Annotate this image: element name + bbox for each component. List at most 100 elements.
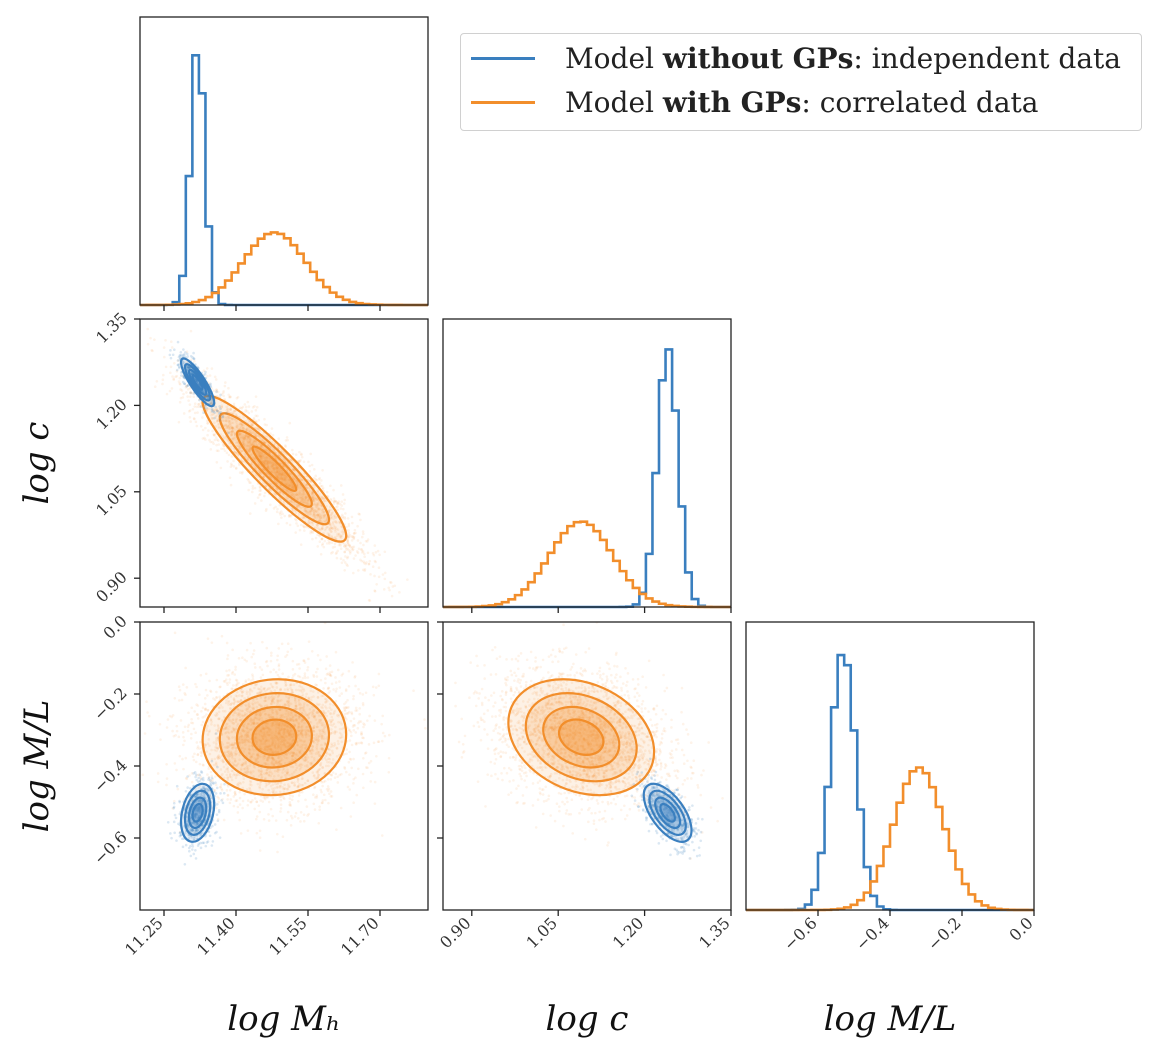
scatter-point (300, 496, 304, 500)
scatter-point (311, 507, 314, 510)
scatter-point (292, 477, 295, 481)
scatter-point (334, 552, 338, 555)
scatter-point (288, 523, 292, 527)
scatter-point (225, 425, 229, 429)
scatter-point (188, 409, 192, 412)
scatter-point (266, 459, 269, 463)
scatter-point (289, 514, 293, 518)
scatter-point (309, 479, 312, 483)
scatter-point (241, 470, 244, 474)
scatter-point (181, 380, 185, 384)
scatter-point (294, 517, 297, 521)
scatter-point (212, 408, 216, 412)
scatter-point (175, 724, 179, 728)
scatter-point (316, 533, 319, 537)
scatter-point (222, 389, 225, 393)
scatter-point (226, 415, 229, 419)
scatter-point (276, 474, 280, 477)
scatter-point (186, 395, 189, 398)
scatter-point (336, 775, 339, 779)
scatter-point (348, 552, 352, 555)
scatter-point (272, 463, 276, 467)
scatter-point (189, 390, 192, 394)
scatter-point (247, 441, 251, 444)
scatter-point (262, 468, 266, 472)
scatter-point (253, 433, 256, 437)
scatter-point (262, 481, 265, 485)
scatter-point (285, 818, 289, 822)
scatter-point (178, 382, 181, 385)
scatter-point (314, 497, 318, 501)
scatter-point (292, 468, 295, 471)
scatter-point (289, 824, 293, 827)
scatter-point (176, 359, 180, 362)
scatter-point (262, 475, 265, 479)
scatter-point (374, 560, 377, 564)
scatter-point (334, 530, 337, 533)
scatter-point (233, 409, 237, 413)
scatter-point (350, 712, 354, 716)
scatter-point (329, 497, 332, 501)
scatter-point (298, 460, 302, 463)
scatter-point (282, 478, 286, 482)
scatter-point (254, 408, 258, 412)
scatter-point (296, 524, 300, 528)
scatter-point (224, 435, 228, 439)
scatter-point (240, 424, 244, 427)
scatter-point (361, 701, 365, 705)
scatter-point (285, 483, 288, 487)
scatter-point (325, 518, 329, 522)
scatter-point (271, 796, 275, 800)
scatter-point (208, 438, 211, 442)
scatter-point (253, 465, 257, 469)
scatter-point (268, 467, 271, 471)
scatter-point (367, 598, 371, 602)
scatter-point (423, 718, 426, 721)
scatter-point (312, 802, 316, 806)
scatter-point (347, 710, 351, 714)
scatter-point (266, 464, 270, 468)
scatter-point (336, 505, 339, 508)
scatter-point (291, 485, 295, 489)
scatter-point (272, 463, 275, 467)
scatter-point (229, 408, 233, 411)
scatter-point (219, 393, 222, 397)
scatter-point (328, 664, 332, 667)
scatter-point (317, 512, 320, 515)
scatter-point (282, 478, 286, 482)
scatter-point (231, 437, 235, 441)
scatter-point (276, 507, 279, 511)
scatter-point (372, 741, 376, 745)
scatter-point (277, 437, 281, 441)
scatter-point (311, 497, 315, 500)
scatter-point (257, 418, 261, 422)
scatter-point (271, 433, 275, 437)
scatter-point (406, 578, 409, 581)
scatter-point (301, 490, 305, 493)
hist-series-1 (443, 520, 731, 609)
scatter-point (321, 784, 324, 788)
scatter-point (371, 685, 375, 689)
scatter-point (255, 831, 259, 835)
scatter-point (224, 678, 228, 681)
scatter-point (205, 419, 209, 423)
scatter-point (244, 410, 247, 413)
scatter-point (336, 501, 340, 505)
scatter-point (178, 382, 182, 386)
scatter-point (335, 556, 339, 560)
scatter-point (289, 499, 292, 502)
scatter-point (387, 756, 391, 760)
scatter-point (341, 513, 344, 517)
scatter-point (338, 686, 342, 689)
scatter-point (178, 376, 182, 380)
scatter-point (232, 804, 236, 808)
scatter-point (349, 815, 353, 818)
scatter-point (288, 801, 292, 804)
scatter-point (247, 428, 251, 432)
hist-series-0 (746, 653, 1034, 912)
scatter-point (235, 420, 238, 424)
scatter-point (300, 499, 304, 502)
scatter-point (310, 521, 314, 525)
scatter-point (239, 458, 243, 462)
scatter-point (270, 464, 274, 468)
